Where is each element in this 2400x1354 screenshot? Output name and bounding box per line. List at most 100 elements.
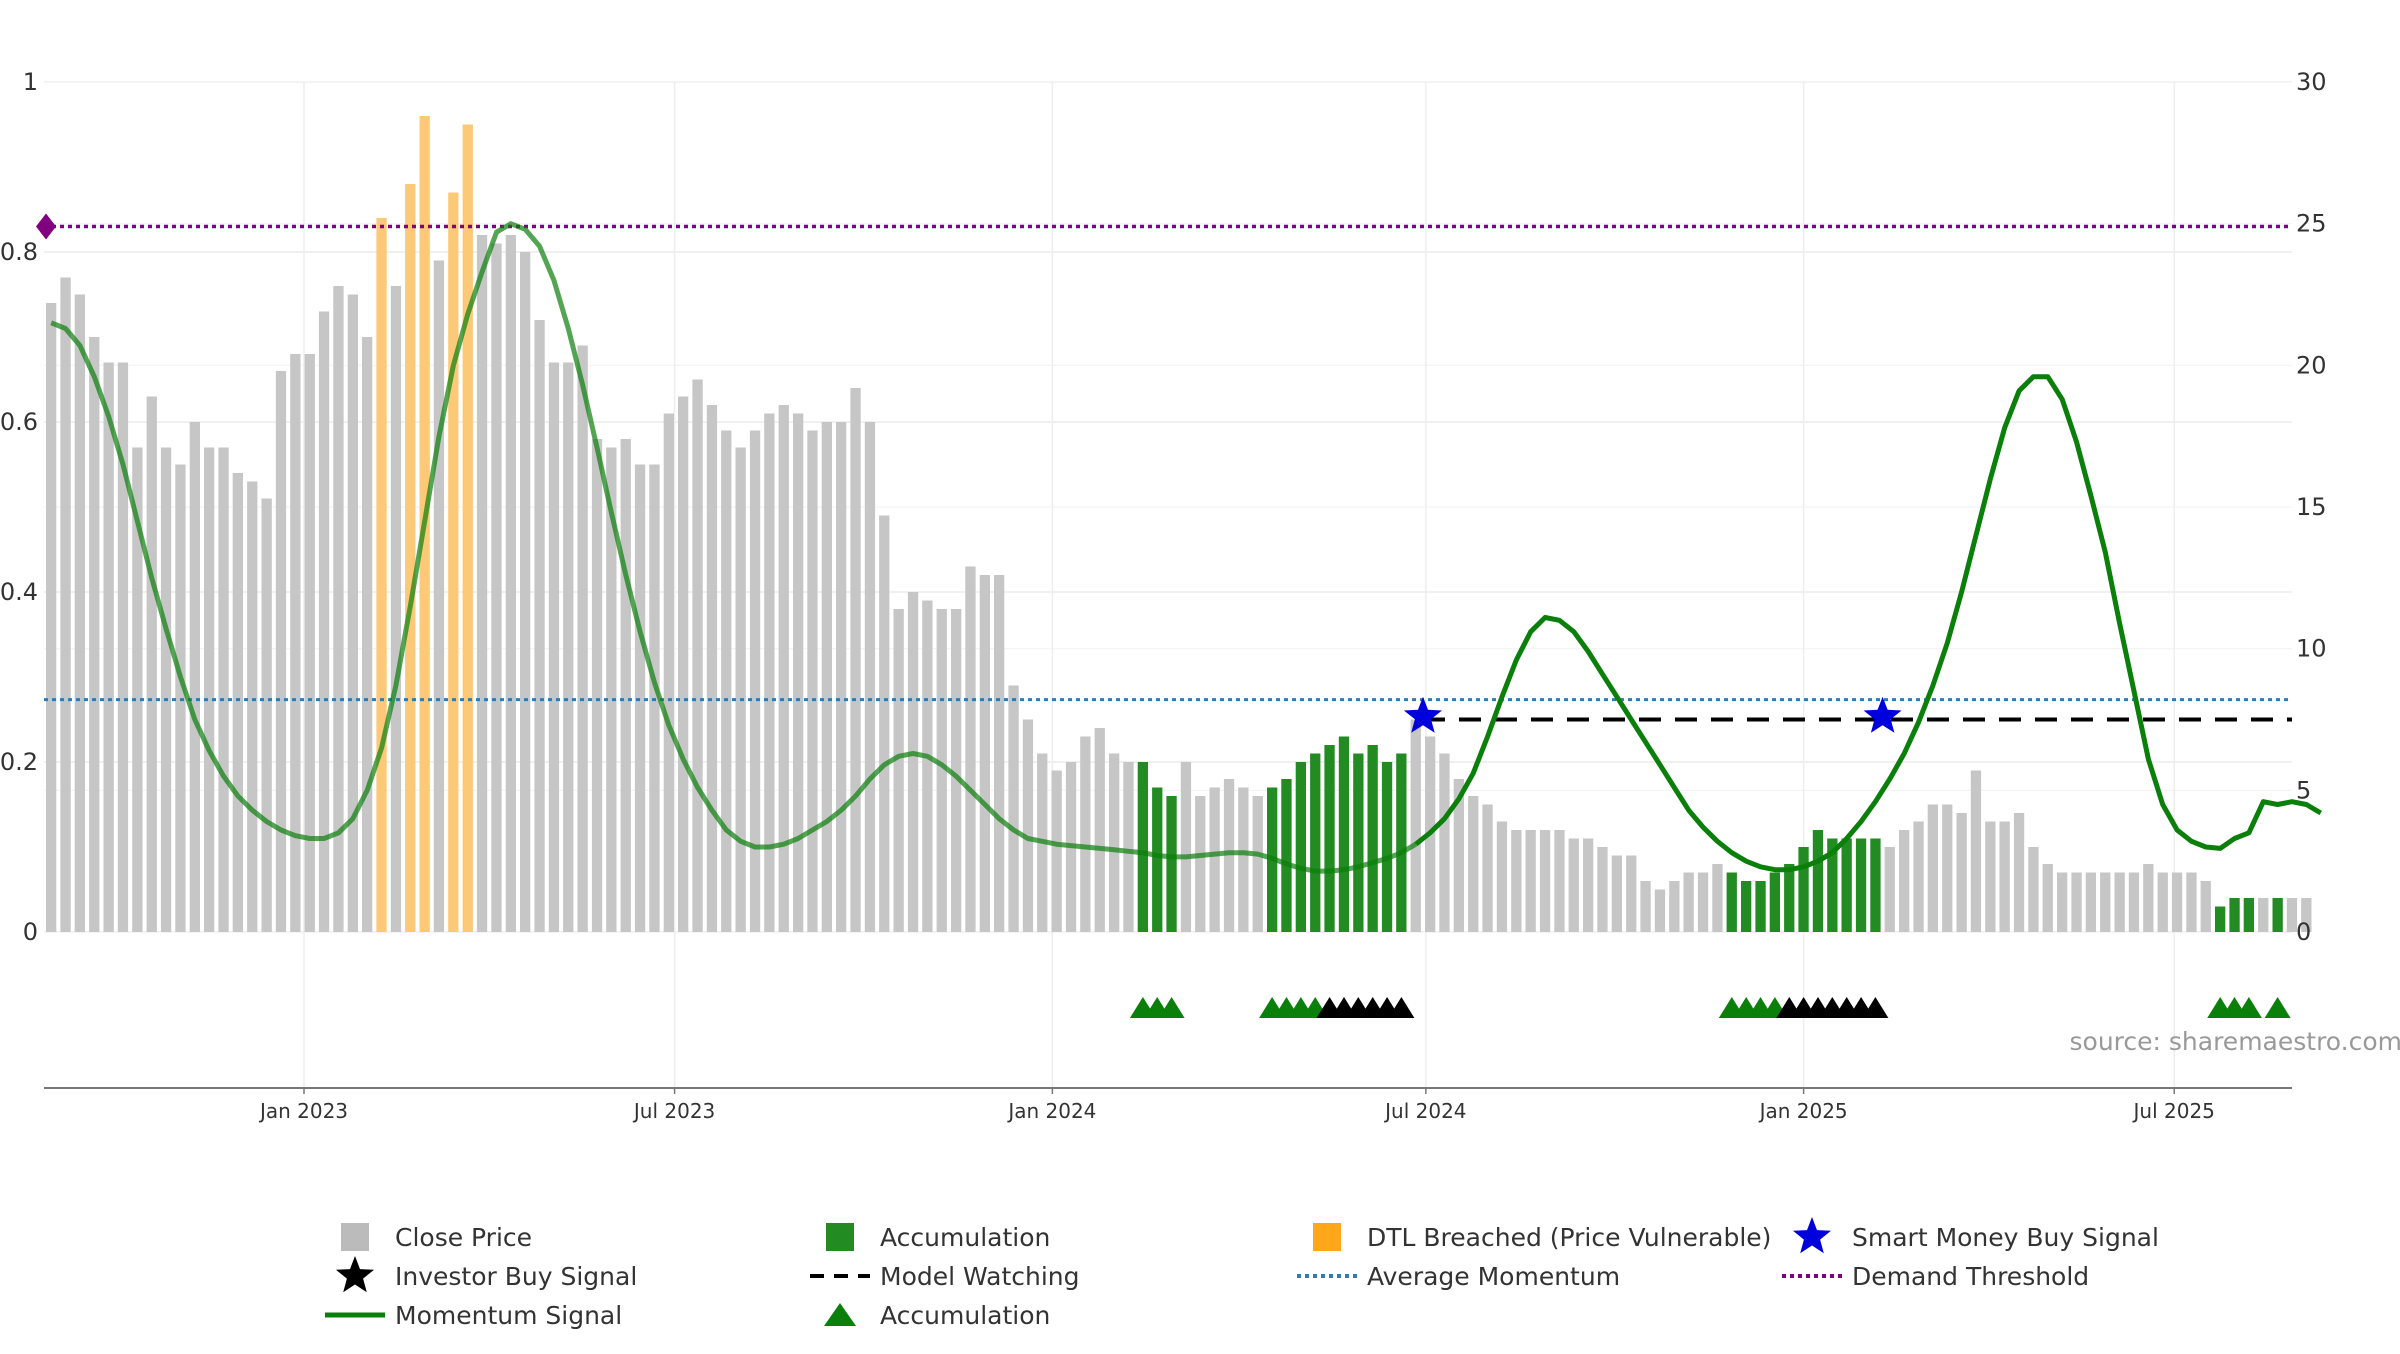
legend-swatch [826,1223,854,1251]
legend-label: Investor Buy Signal [395,1262,637,1291]
close-price-bar [1698,873,1708,933]
close-price-bar [1439,754,1449,933]
legend-star-icon [1793,1217,1831,1253]
close-price-bar [807,431,817,933]
legend-item: Accumulation [826,1223,1050,1252]
close-price-bar [1052,771,1062,933]
legend-item: Smart Money Buy Signal [1793,1217,2159,1253]
legend-label: Momentum Signal [395,1301,622,1330]
close-price-bar [190,422,200,932]
close-price-bar [1899,830,1909,932]
x-axis-tick-label: Jul 2024 [1383,1099,1466,1123]
close-price-bar [362,337,372,932]
close-price-bar [2043,864,2053,932]
close-price-bar [1023,720,1033,933]
close-price-bar [477,235,487,932]
accumulation-bar [1870,839,1880,933]
dtl-breached-bar [448,193,458,933]
accumulation-bar [1152,788,1162,933]
x-axis-tick-label: Jul 2025 [2132,1099,2215,1123]
close-price-bar [1181,762,1191,932]
close-price-bar [1411,720,1421,933]
close-price-bar [161,448,171,933]
close-price-bar [520,252,530,932]
accumulation-bar [1368,745,1378,932]
close-price-bar [1928,805,1938,933]
close-price-bar [1253,796,1263,932]
accumulation-bar [1310,754,1320,933]
accumulation-bar [1755,881,1765,932]
close-price-bar [1080,737,1090,933]
legend-swatch [1313,1223,1341,1251]
close-price-bar [894,609,904,932]
close-price-bar [1957,813,1967,932]
legend-swatch [341,1223,369,1251]
close-price-bar [2143,864,2153,932]
legend-label: Close Price [395,1223,532,1252]
close-price-bar [592,439,602,932]
close-price-bar [836,422,846,932]
legend-label: Demand Threshold [1852,1262,2089,1291]
accumulation-bar [1324,745,1334,932]
close-price-bar [1885,847,1895,932]
close-price-bar [60,278,70,933]
accumulation-marker [2265,997,2291,1018]
close-price-bar [879,516,889,933]
close-price-bar [1712,864,1722,932]
close-price-bar [2071,873,2081,933]
close-price-bar [218,448,228,933]
legend-item: Momentum Signal [325,1301,622,1330]
close-price-bar [736,448,746,933]
close-price-bar [908,592,918,932]
right-axis-tick-label: 30 [2296,68,2327,96]
close-price-bar [1669,881,1679,932]
left-axis-tick-label: 1 [23,68,38,96]
close-price-bar [994,575,1004,932]
close-price-bar [1913,822,1923,933]
legend-layer: Close Price Accumulation DTL Breached (Pri… [325,1217,2159,1330]
close-price-bar [233,473,243,932]
legend-star-icon [336,1256,374,1292]
close-price-bar [262,499,272,933]
close-price-bar [434,261,444,933]
close-price-bar [1210,788,1220,933]
close-price-bar [2028,847,2038,932]
legend-item: Model Watching [810,1262,1080,1291]
accumulation-bar [1296,762,1306,932]
close-price-bar [1482,805,1492,933]
legend-item: Accumulation [824,1301,1050,1330]
close-price-bar [865,422,875,932]
close-price-bar [290,354,300,932]
close-price-bar [1684,873,1694,933]
close-price-bar [1511,830,1521,932]
legend-label: DTL Breached (Price Vulnerable) [1367,1223,1771,1252]
close-price-bar [692,380,702,933]
legend-item: Close Price [341,1223,532,1252]
close-price-bar [2086,873,2096,933]
close-price-bar [1526,830,1536,932]
close-price-bar [980,575,990,932]
close-price-bar [348,295,358,933]
close-price-bar [549,363,559,933]
left-axis-tick-label: 0.4 [0,578,38,606]
close-price-bar [2057,873,2067,933]
close-price-bar [2158,873,2168,933]
x-axis-tick-label: Jan 2024 [1006,1099,1096,1123]
close-price-bar [2115,873,2125,933]
accumulation-bar [1813,830,1823,932]
accumulation-bar [2229,898,2239,932]
close-price-bar [305,354,315,932]
accumulation-bar [1339,737,1349,933]
close-price-bar [850,388,860,932]
accumulation-bar [1396,754,1406,933]
close-price-bar [1195,796,1205,932]
right-axis-tick-label: 10 [2296,635,2327,663]
close-price-bar [2100,873,2110,933]
close-price-bar [1971,771,1981,933]
close-price-bar [1583,839,1593,933]
accumulation-bar [1741,881,1751,932]
close-price-bar [534,320,544,932]
close-price-bar [1238,788,1248,933]
